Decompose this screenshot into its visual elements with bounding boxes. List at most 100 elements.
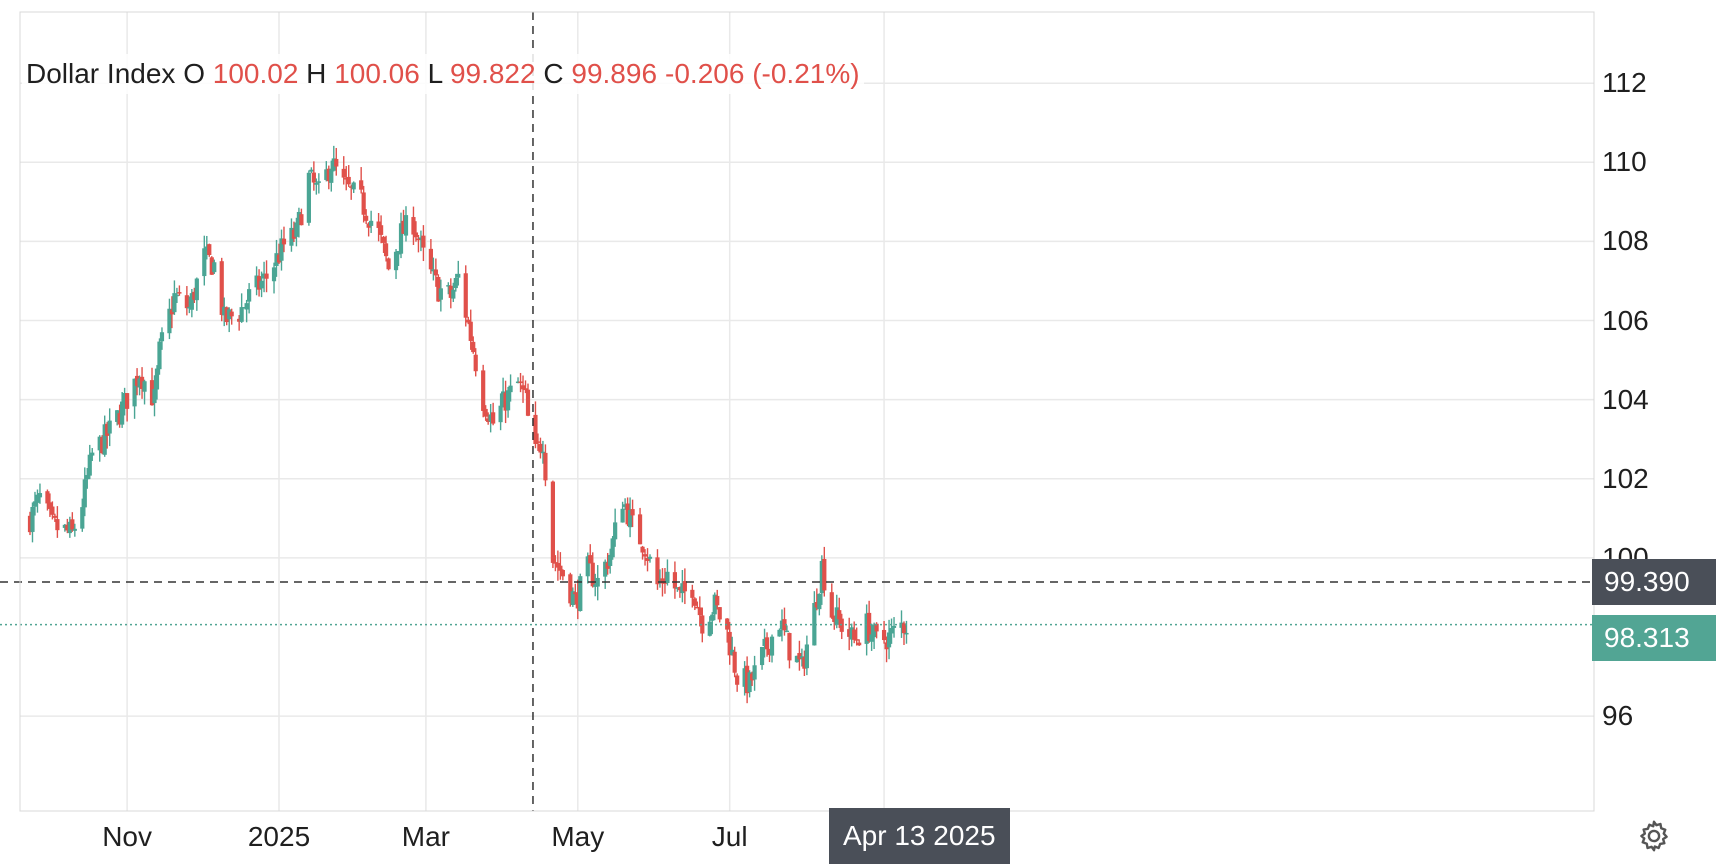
candle [645,548,650,572]
candle [625,497,630,527]
candle [608,548,613,574]
candle [438,279,443,312]
candle [777,628,782,637]
candle [867,600,872,643]
candle [416,234,421,253]
candle [627,497,633,538]
candle [501,377,506,408]
candle [623,498,628,510]
candle [555,550,560,581]
candle [682,568,687,605]
candle [299,208,304,226]
candle [207,243,212,257]
candle [97,435,102,462]
candle [242,307,247,309]
candle [732,646,737,678]
candle [403,206,409,242]
candle [503,380,508,424]
candle [872,622,877,650]
candle [239,293,244,323]
candle [224,306,229,326]
legend-open-value: 100.02 [212,58,299,89]
candle [817,593,822,616]
reference-lines [0,12,1594,811]
candle [65,518,70,534]
candle [398,212,404,259]
candle [665,559,670,586]
candle [411,206,416,245]
candle [483,405,488,421]
candle [553,555,558,572]
candle [364,209,369,224]
candle [52,513,57,522]
x-tick-label: May [551,821,605,852]
candle [884,636,889,663]
candle [605,552,610,575]
candle [466,316,471,325]
candle [829,583,834,619]
candle [764,632,770,657]
candle [797,640,802,671]
candle [361,185,366,223]
candle [680,570,685,603]
y-tick-label: 102 [1602,462,1649,494]
candle [386,257,391,271]
candle [187,296,192,314]
x-tick-label: Nov [102,821,153,852]
candle [309,167,314,174]
candle [717,606,722,623]
candle [428,239,433,274]
legend-symbol: Dollar Index [26,58,176,89]
y-tick-label: 108 [1602,225,1649,257]
candle [254,266,259,296]
candle [822,546,827,597]
gear-icon[interactable] [1636,818,1672,854]
candle [107,408,112,447]
candle [710,612,715,635]
candle [212,259,217,274]
candle [115,410,120,426]
candle [349,184,354,200]
legend-low-value: 99.822 [449,58,536,89]
candle [184,286,189,316]
candle [538,437,543,459]
candle [762,628,767,658]
candle [814,588,819,611]
candle [378,215,384,244]
candle [642,549,648,566]
candle [473,348,478,377]
candle [296,207,302,238]
candle [448,278,453,309]
candle [468,309,473,350]
candle [804,635,809,676]
candle [27,511,33,536]
candle [174,287,180,304]
candle [603,559,608,589]
y-tick-label: 104 [1602,383,1649,415]
candle [149,367,155,406]
candle [715,589,720,610]
candle [192,287,197,304]
candle [847,617,852,651]
candle [247,283,252,314]
candle [132,378,137,419]
legend-low-label: L [427,58,443,89]
candle [209,256,214,275]
candle [610,535,615,560]
candle [578,573,583,612]
candle [725,618,730,643]
candle [558,552,563,580]
candle [85,468,90,489]
candle [383,235,389,262]
candle [750,671,755,686]
candle [543,444,548,487]
y-tick-label: 110 [1602,146,1647,178]
candle [575,579,580,620]
candle [351,181,356,193]
candle [279,229,284,271]
candle [274,239,279,277]
candles [27,145,909,704]
candle [30,502,35,543]
x-tick-label: Mar [401,821,451,852]
